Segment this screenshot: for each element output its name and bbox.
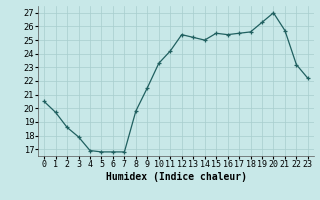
X-axis label: Humidex (Indice chaleur): Humidex (Indice chaleur) bbox=[106, 172, 246, 182]
